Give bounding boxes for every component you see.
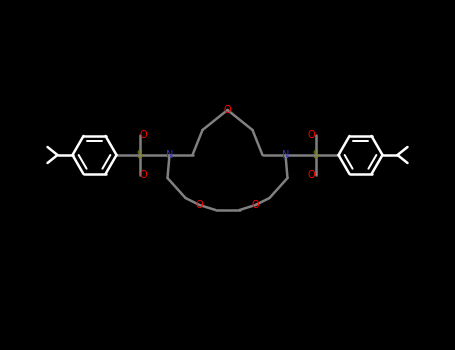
- Text: O: O: [140, 170, 147, 180]
- Text: N: N: [166, 150, 173, 160]
- Text: O: O: [224, 105, 231, 115]
- Text: O: O: [308, 130, 315, 140]
- Text: O: O: [308, 170, 315, 180]
- Text: S: S: [136, 150, 142, 160]
- Text: O: O: [196, 200, 203, 210]
- Text: O: O: [252, 200, 259, 210]
- Text: O: O: [140, 130, 147, 140]
- Text: N: N: [282, 150, 289, 160]
- Text: S: S: [313, 150, 318, 160]
